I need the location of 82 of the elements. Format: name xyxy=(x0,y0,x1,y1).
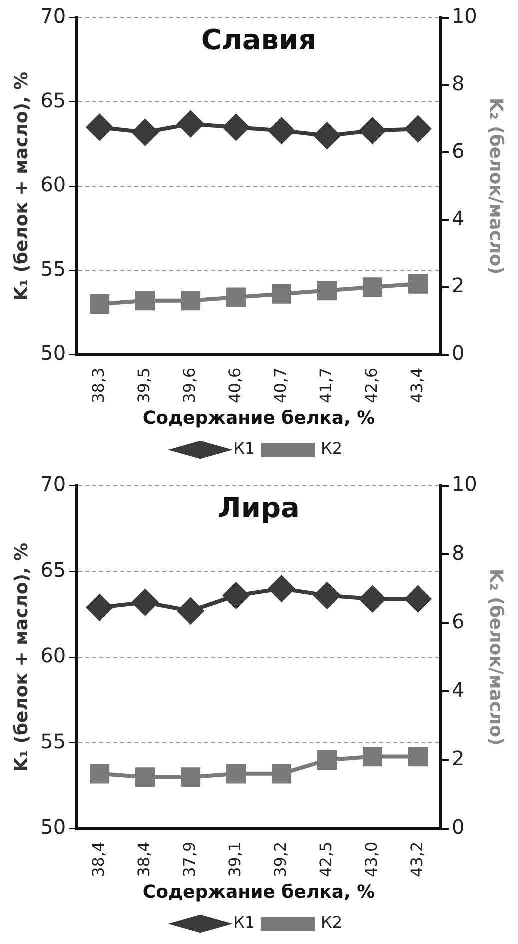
y2-tick-label: 6 xyxy=(452,609,465,634)
x-tick-label: 43,4 xyxy=(407,368,426,404)
point xyxy=(226,764,246,784)
y-tick-label: 55 xyxy=(40,256,66,281)
x-tick-label: 39,1 xyxy=(225,842,244,878)
y-tick-label: 70 xyxy=(40,472,66,496)
y2-tick-label: 0 xyxy=(452,814,465,839)
point xyxy=(408,274,428,294)
y2-tick-label: 0 xyxy=(452,340,465,365)
y-tick-label: 65 xyxy=(40,88,66,112)
y-tick-label: 55 xyxy=(40,729,66,754)
x-tick-label: 39,6 xyxy=(180,368,199,404)
point xyxy=(405,116,432,142)
point xyxy=(86,114,113,140)
x-tick-label: 41,7 xyxy=(316,368,336,404)
point xyxy=(86,594,113,621)
point xyxy=(180,291,201,311)
y2-tick-label: 6 xyxy=(452,138,465,163)
point xyxy=(360,118,386,144)
y2-tick-label: 4 xyxy=(452,678,465,702)
point xyxy=(132,590,158,616)
chart-title: Славия xyxy=(201,23,317,56)
y2-tick-label: 8 xyxy=(452,72,465,96)
point xyxy=(132,120,158,146)
point xyxy=(317,281,338,301)
y-tick-label: 60 xyxy=(40,172,66,197)
y-axis-title: K₁ (белок + масло), % xyxy=(11,542,32,772)
x-tick-label: 42,6 xyxy=(362,368,381,404)
point xyxy=(178,111,204,138)
y2-axis-title: K₂ (белок/масло) xyxy=(486,569,507,746)
point xyxy=(223,114,250,140)
point xyxy=(136,768,156,788)
point xyxy=(226,288,246,308)
point xyxy=(178,598,204,624)
point xyxy=(272,764,292,784)
y-tick-label: 70 xyxy=(40,4,66,28)
x-tick-label: 37,9 xyxy=(180,842,199,878)
y2-axis-title: K₂ (белок/масло) xyxy=(486,98,507,275)
legend-label: К2 xyxy=(321,439,343,458)
x-tick-label: 40,6 xyxy=(225,368,244,404)
point xyxy=(317,750,338,770)
y2-tick-label: 2 xyxy=(452,274,465,298)
point xyxy=(408,747,428,767)
x-tick-label: 38,4 xyxy=(134,842,154,878)
point xyxy=(90,764,110,784)
y2-tick-label: 10 xyxy=(452,4,478,28)
y-tick-label: 65 xyxy=(40,558,66,582)
x-axis-title: Содержание белка, % xyxy=(142,408,376,429)
y-tick-label: 60 xyxy=(40,644,66,668)
point xyxy=(272,284,292,304)
point xyxy=(136,291,156,311)
point xyxy=(314,582,340,609)
point xyxy=(268,118,295,144)
x-tick-label: 43,0 xyxy=(362,842,381,878)
point xyxy=(405,586,432,612)
x-axis-title: Содержание белка, % xyxy=(142,882,376,903)
legend-label: К1 xyxy=(233,439,256,458)
point xyxy=(314,122,340,149)
x-tick-label: 43,2 xyxy=(407,842,426,878)
y2-tick-label: 10 xyxy=(452,472,478,496)
y-tick-label: 50 xyxy=(40,340,66,365)
legend-label: К1 xyxy=(233,913,256,932)
x-tick-label: 40,7 xyxy=(270,368,290,404)
x-tick-label: 38,4 xyxy=(88,842,108,878)
x-tick-label: 38,3 xyxy=(88,368,108,404)
point xyxy=(180,768,201,788)
point xyxy=(362,747,382,767)
y2-tick-label: 8 xyxy=(452,540,465,565)
x-tick-label: 39,5 xyxy=(134,368,154,404)
point xyxy=(268,576,295,602)
y-axis-title: K₁ (белок + масло), % xyxy=(11,72,32,301)
legend-label: К2 xyxy=(321,913,343,932)
y2-tick-label: 2 xyxy=(452,746,465,770)
point xyxy=(90,294,110,314)
y2-tick-label: 4 xyxy=(452,206,465,230)
chart-title: Лира xyxy=(218,491,300,524)
point xyxy=(362,278,382,298)
y-tick-label: 50 xyxy=(40,814,66,839)
point xyxy=(223,582,250,609)
x-tick-label: 39,2 xyxy=(270,842,290,878)
x-tick-label: 42,5 xyxy=(316,842,336,878)
point xyxy=(360,586,386,612)
